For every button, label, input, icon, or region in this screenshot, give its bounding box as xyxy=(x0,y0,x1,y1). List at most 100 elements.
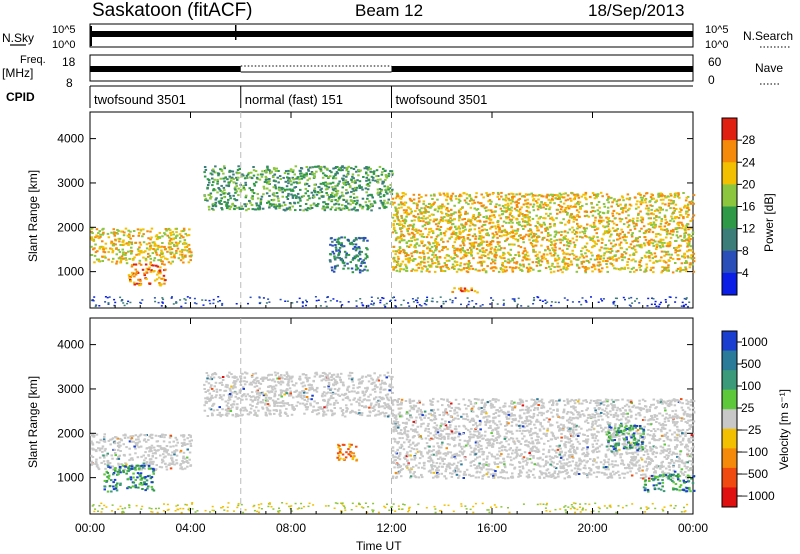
data-cell xyxy=(298,375,302,378)
data-cell xyxy=(453,268,456,270)
data-cell xyxy=(137,435,140,438)
data-cell xyxy=(338,180,341,183)
data-cell xyxy=(593,194,596,196)
data-cell xyxy=(160,434,164,437)
data-cell xyxy=(626,209,630,212)
data-cell xyxy=(627,258,630,261)
data-cell xyxy=(273,194,276,197)
data-cell xyxy=(351,173,355,176)
data-cell xyxy=(175,459,178,462)
data-cell xyxy=(485,241,489,243)
data-cell xyxy=(443,194,447,197)
data-cell xyxy=(600,216,603,219)
data-cell xyxy=(122,239,125,242)
data-cell xyxy=(348,185,352,188)
data-cell xyxy=(536,253,539,256)
data-cell xyxy=(162,274,166,277)
data-cell xyxy=(667,202,671,205)
data-cell xyxy=(534,244,538,247)
data-cell xyxy=(598,206,601,209)
data-cell xyxy=(393,229,397,232)
data-cell xyxy=(186,448,189,451)
data-cell xyxy=(93,261,96,264)
data-cell xyxy=(335,241,339,244)
data-cell xyxy=(342,199,346,201)
ground-scatter-cell xyxy=(451,300,454,302)
data-cell xyxy=(138,232,141,235)
data-cell xyxy=(667,269,670,272)
data-cell xyxy=(229,177,232,180)
data-cell xyxy=(490,262,493,265)
data-cell xyxy=(610,263,614,266)
data-cell xyxy=(528,269,532,272)
data-cell xyxy=(271,379,274,382)
data-cell xyxy=(331,240,334,243)
data-cell xyxy=(366,256,369,259)
data-cell xyxy=(300,167,304,170)
data-cell xyxy=(489,203,492,205)
data-cell xyxy=(367,207,370,210)
data-cell xyxy=(624,206,627,209)
data-cell xyxy=(116,232,119,235)
data-cell xyxy=(129,486,132,489)
ground-scatter-cell xyxy=(379,299,382,302)
ground-scatter-cell xyxy=(614,297,617,299)
colorbar-tick-label: 12 xyxy=(742,222,756,236)
data-cell xyxy=(366,208,369,211)
data-cell xyxy=(572,205,576,208)
data-cell xyxy=(567,219,571,222)
data-cell xyxy=(490,252,494,255)
data-cell xyxy=(103,463,107,466)
data-cell xyxy=(163,436,166,439)
ground-scatter-cell xyxy=(631,302,634,304)
data-cell xyxy=(684,266,687,269)
data-cell xyxy=(336,200,339,203)
data-cell xyxy=(485,192,488,195)
data-cell xyxy=(175,231,178,234)
data-cell xyxy=(498,241,501,244)
data-cell xyxy=(494,206,498,208)
data-cell xyxy=(224,389,228,392)
data-cell xyxy=(129,476,132,479)
data-cell xyxy=(154,434,158,437)
data-cell xyxy=(523,214,527,216)
data-cell xyxy=(639,193,642,196)
data-cell xyxy=(209,408,213,411)
data-cell xyxy=(280,186,284,189)
data-cell xyxy=(490,246,493,249)
data-cell xyxy=(186,465,189,468)
data-cell xyxy=(112,257,115,260)
data-cell xyxy=(608,230,612,233)
freq-unit: [MHz] xyxy=(2,66,33,80)
data-cell xyxy=(304,182,307,185)
data-cell xyxy=(640,257,644,259)
data-cell xyxy=(404,255,408,258)
data-cell xyxy=(168,248,172,251)
data-cell xyxy=(666,243,670,246)
data-cell xyxy=(238,168,241,170)
data-cell xyxy=(152,264,155,267)
data-cell xyxy=(496,249,499,252)
data-cell xyxy=(159,284,162,287)
data-cell xyxy=(129,278,132,281)
data-cell xyxy=(549,193,553,196)
data-cell xyxy=(379,199,382,202)
data-cell xyxy=(404,251,407,254)
data-cell xyxy=(508,243,511,246)
data-cell xyxy=(246,393,250,396)
data-cell xyxy=(206,415,210,417)
data-cell xyxy=(545,226,549,229)
data-cell xyxy=(352,189,355,192)
data-cell xyxy=(610,233,613,236)
data-cell xyxy=(472,246,475,249)
data-cell xyxy=(585,203,588,206)
data-cell xyxy=(572,198,576,201)
data-cell xyxy=(427,211,430,213)
ground-scatter-cell xyxy=(195,302,198,305)
data-cell xyxy=(313,191,317,194)
data-cell xyxy=(290,193,293,196)
data-cell xyxy=(90,227,93,230)
data-cell xyxy=(169,229,172,232)
data-cell xyxy=(658,206,662,209)
